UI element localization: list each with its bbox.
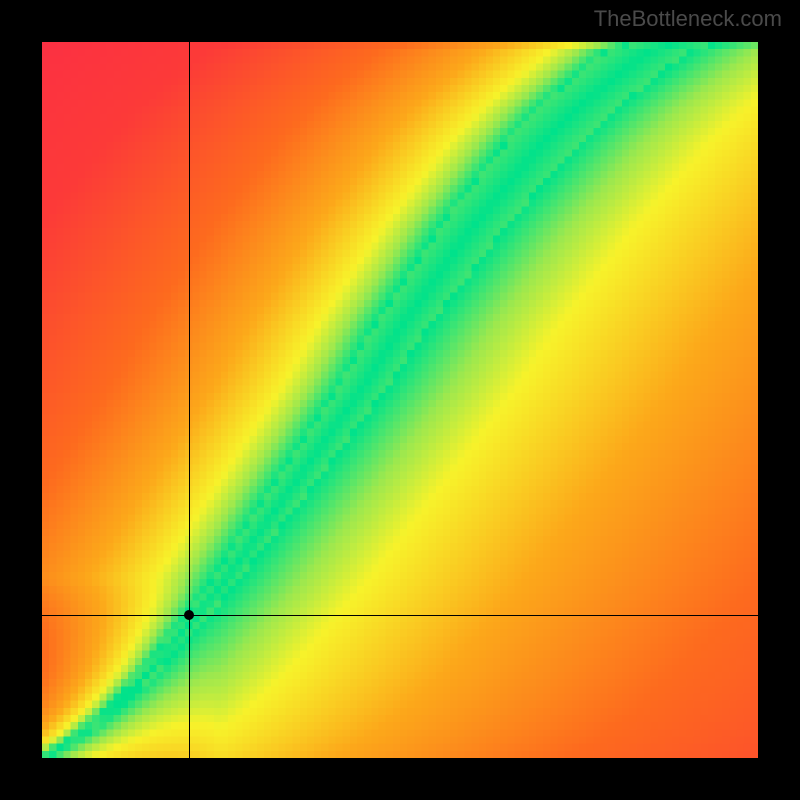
heatmap-plot <box>42 42 758 758</box>
crosshair-horizontal <box>42 615 758 616</box>
marker-dot <box>184 610 194 620</box>
heatmap-canvas <box>42 42 758 758</box>
watermark-text: TheBottleneck.com <box>594 6 782 32</box>
crosshair-vertical <box>189 42 190 758</box>
